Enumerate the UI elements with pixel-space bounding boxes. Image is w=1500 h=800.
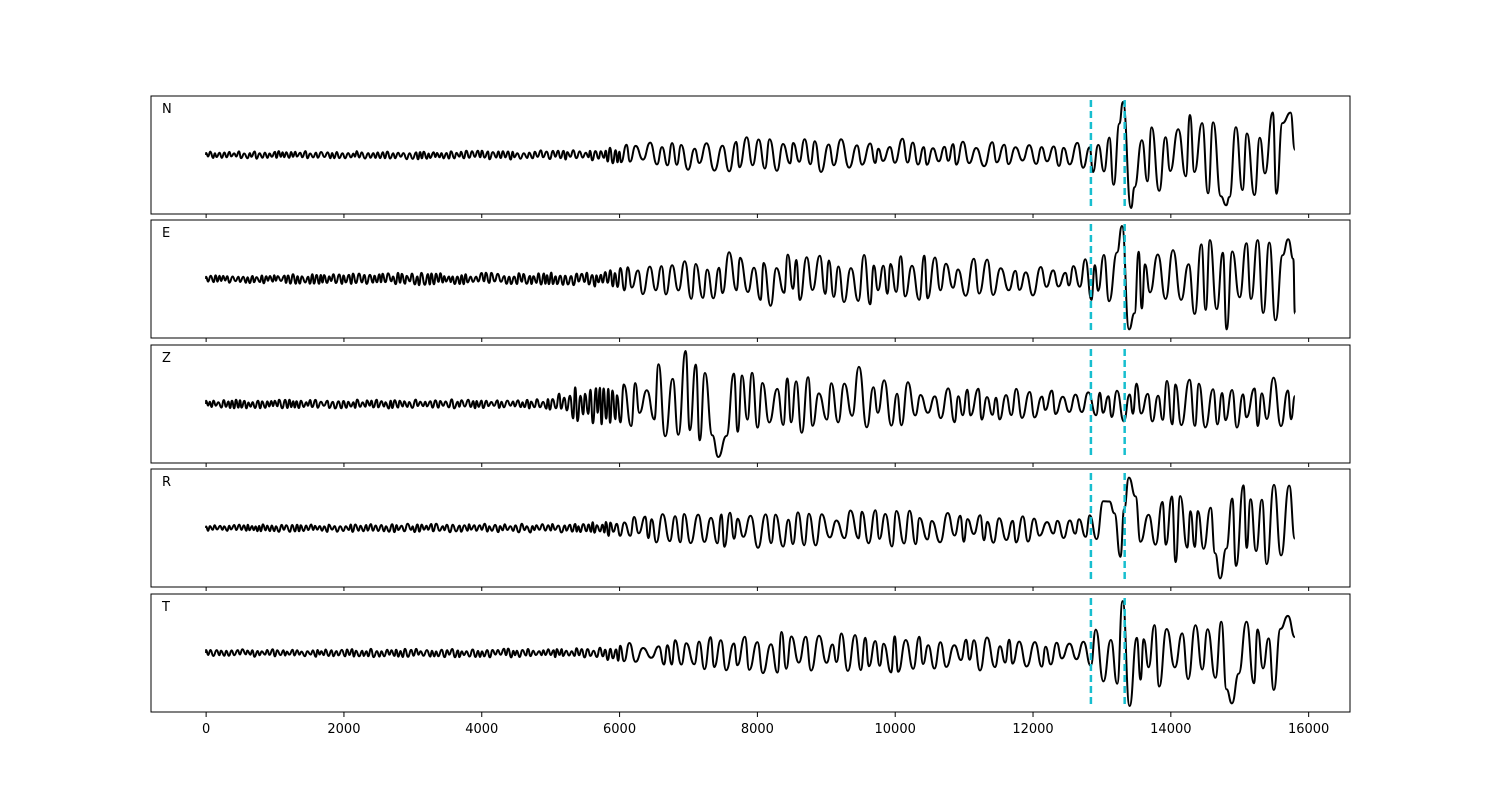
panel-t: T: [150, 593, 1351, 713]
waveform-r: [205, 476, 1296, 580]
panel-label-e: E: [162, 226, 170, 241]
panel-frame: [150, 593, 1351, 713]
panel-frame: [150, 468, 1351, 588]
waveform-n: [205, 101, 1296, 209]
panel-n: N: [150, 95, 1351, 218]
panel-frame: [150, 219, 1351, 339]
x-tick-label: 2000: [327, 722, 360, 737]
panel-r: R: [150, 468, 1351, 591]
panel-label-t: T: [161, 600, 170, 615]
x-axis: 0 2000 4000 6000 8000 10000 12000 14000 16000: [202, 712, 1329, 737]
waveform-t: [205, 600, 1296, 707]
panel-label-z: Z: [162, 351, 171, 366]
panel-frame: [150, 344, 1351, 464]
x-tick-label: 4000: [465, 722, 498, 737]
panel-label-n: N: [162, 102, 172, 117]
x-tick-label: 6000: [603, 722, 636, 737]
x-tick-label: 0: [202, 722, 210, 737]
x-tick-label: 16000: [1288, 722, 1329, 737]
x-tick-label: 12000: [1012, 722, 1053, 737]
panel-z: Z: [150, 344, 1351, 467]
waveform-z: [205, 350, 1296, 458]
waveform-e: [205, 225, 1296, 331]
x-tick-label: 14000: [1150, 722, 1191, 737]
panel-label-r: R: [162, 475, 171, 490]
x-tick-label: 8000: [741, 722, 774, 737]
panel-frame: [150, 95, 1351, 215]
panel-e: E: [150, 219, 1351, 342]
x-tick-label: 10000: [875, 722, 916, 737]
panels-group: N E Z R T: [150, 95, 1351, 713]
